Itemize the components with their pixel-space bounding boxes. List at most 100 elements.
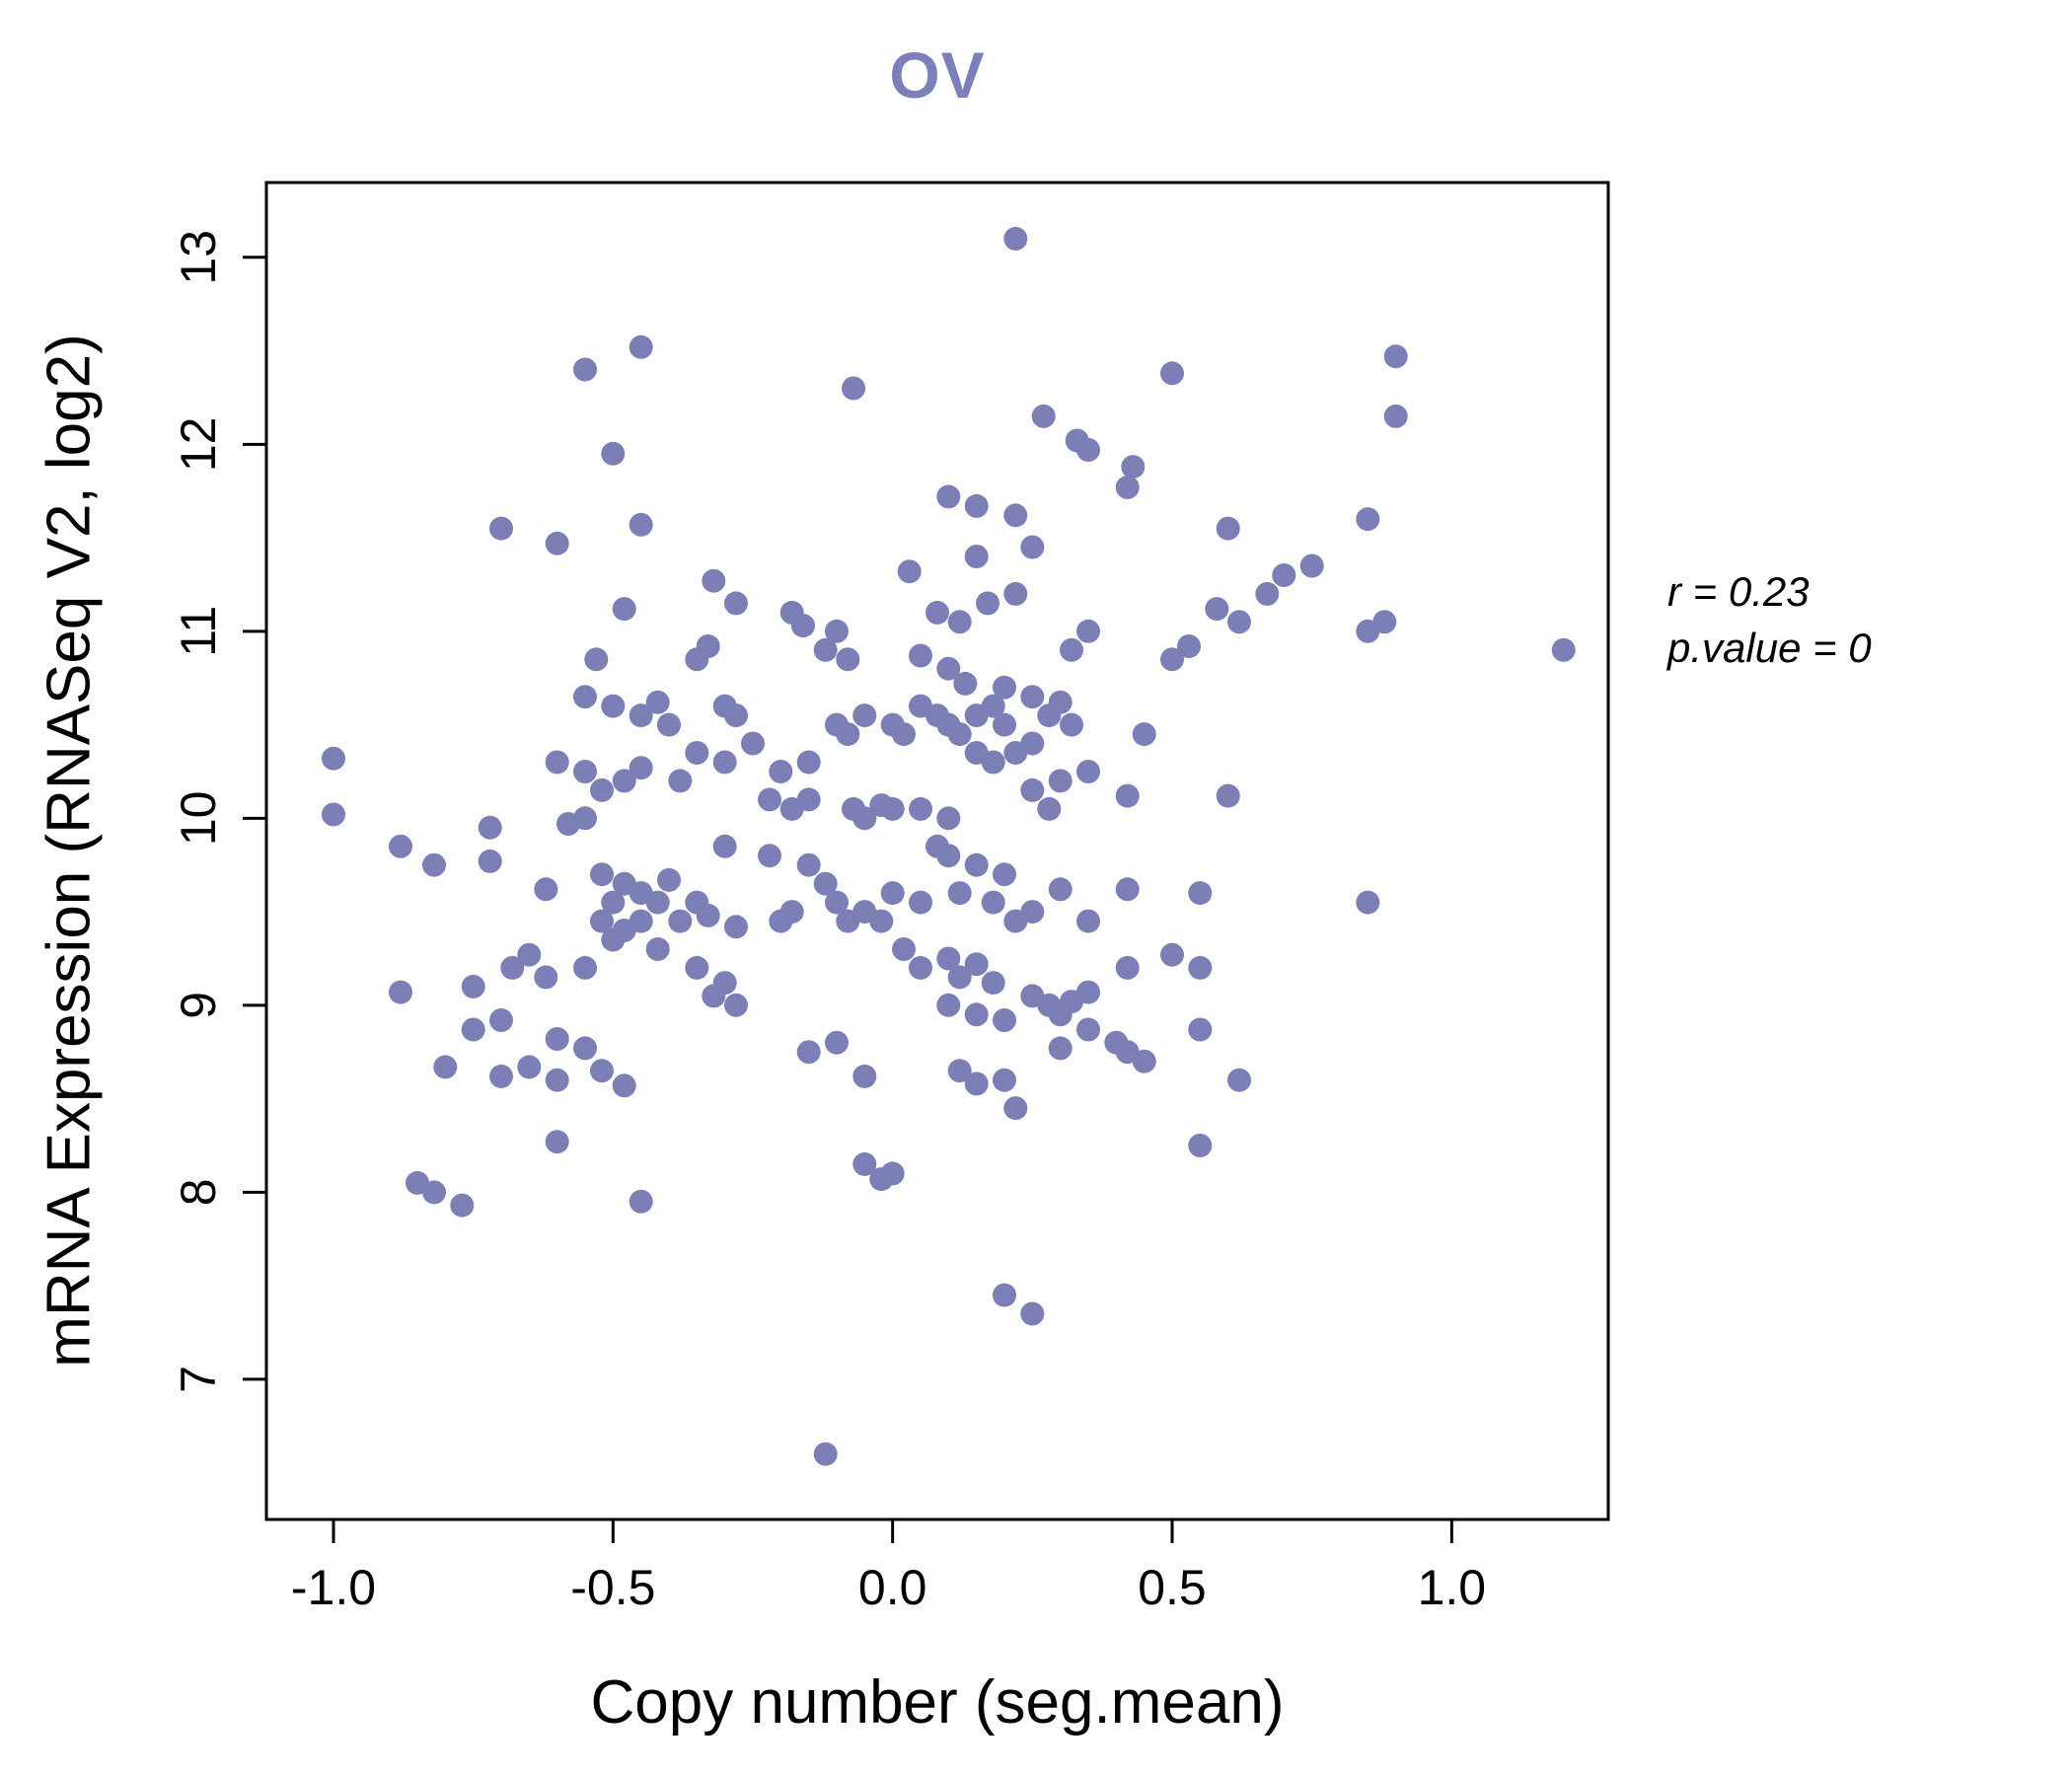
x-tick-label: -0.5: [570, 1560, 655, 1615]
scatter-point: [1227, 610, 1251, 634]
scatter-point: [852, 1151, 877, 1176]
scatter-point: [953, 671, 978, 696]
scatter-point: [1356, 507, 1380, 532]
scatter-point: [601, 694, 626, 718]
scatter-point: [545, 1068, 569, 1092]
scatter-point: [947, 965, 972, 990]
scatter-point: [880, 881, 905, 906]
scatter-point: [584, 647, 609, 672]
scatter-point: [389, 834, 412, 858]
scatter-point: [629, 909, 653, 933]
scatter-point: [1048, 1036, 1073, 1061]
scatter-point: [545, 750, 569, 775]
y-tick-label: 7: [171, 1366, 226, 1393]
stats-annotation: r = 0.23 p.value = 0: [1667, 564, 1872, 676]
scatter-point: [813, 637, 838, 662]
y-tick-label: 10: [171, 791, 226, 847]
scatter-point: [1076, 909, 1100, 933]
scatter-point: [1048, 877, 1073, 902]
scatter-point: [947, 610, 972, 634]
scatter-point: [1115, 475, 1140, 499]
scatter-point: [573, 760, 597, 783]
scatter-point: [1121, 455, 1146, 480]
x-axis-title: Copy number (seg.mean): [590, 1668, 1285, 1737]
scatter-point: [981, 694, 1005, 718]
scatter-point: [668, 909, 693, 933]
scatter-point: [450, 1193, 475, 1218]
scatter-point: [1003, 503, 1028, 528]
scatter-point: [657, 712, 681, 737]
y-tick-label: 13: [171, 230, 226, 285]
scatter-point: [796, 1040, 821, 1065]
scatter-point: [1076, 760, 1100, 783]
scatter-point: [1188, 1134, 1213, 1157]
scatter-point: [1076, 980, 1100, 1004]
scatter-point: [1160, 361, 1184, 386]
scatter-point: [422, 852, 446, 877]
y-axis-title: mRNA Expression (RNASeq V2, log2): [35, 333, 104, 1368]
scatter-point: [685, 955, 709, 980]
scatter-point: [1003, 581, 1028, 606]
scatter-point: [1216, 783, 1240, 808]
scatter-point: [1076, 619, 1100, 643]
scatter-point: [892, 937, 916, 961]
scatter-point: [1227, 1068, 1251, 1092]
scatter-point: [947, 1059, 972, 1083]
y-tick-label: 12: [171, 417, 226, 473]
x-tick-label: 1.0: [1418, 1560, 1487, 1615]
scatter-point: [573, 685, 597, 709]
scatter-point: [1188, 955, 1213, 980]
scatter-plot-svg: -1.0 -0.5 0.0 0.5 1.0 7 8 9 10 11 12 13: [171, 181, 1610, 1615]
scatter-point: [1383, 344, 1408, 369]
scatter-point: [601, 927, 626, 952]
scatter-point: [724, 993, 748, 1017]
scatter-point: [702, 568, 726, 593]
scatter-point: [389, 980, 412, 1004]
scatter-point: [1132, 1049, 1156, 1073]
scatter-point: [629, 512, 653, 537]
x-tick-label: -1.0: [291, 1560, 376, 1615]
scatter-point: [936, 806, 961, 831]
scatter-point: [573, 357, 597, 382]
scatter-point: [590, 862, 614, 887]
scatter-point: [517, 942, 542, 967]
scatter-point: [724, 591, 748, 616]
scatter-point: [947, 722, 972, 747]
scatter-point: [993, 1283, 1016, 1307]
scatter-point: [779, 796, 804, 821]
scatter-point: [947, 881, 972, 906]
scatter-point: [629, 703, 653, 728]
scatter-point: [936, 946, 961, 971]
scatter-point: [964, 493, 989, 518]
scatter-point: [573, 955, 597, 980]
scatter-point: [612, 769, 636, 793]
scatter-point: [936, 656, 961, 681]
scatter-point: [779, 900, 804, 925]
scatter-point: [964, 1072, 989, 1096]
scatter-point: [1031, 404, 1056, 428]
scatter-point: [842, 796, 865, 821]
scatter-point: [422, 1180, 446, 1205]
scatter-point: [629, 1189, 653, 1214]
scatter-point: [993, 712, 1016, 737]
x-tick-label: 0.0: [858, 1560, 927, 1615]
scatter-point: [1048, 1002, 1073, 1027]
x-tick-label: 0.5: [1138, 1560, 1207, 1615]
scatter-point: [869, 909, 894, 933]
plot-area: -1.0 -0.5 0.0 0.5 1.0 7 8 9 10 11 12 13: [171, 181, 1610, 1615]
scatter-point: [612, 597, 636, 622]
scatter-point: [993, 1008, 1016, 1032]
plot-border: [264, 181, 1610, 1521]
scatter-point: [964, 852, 989, 877]
scatter-point: [612, 1073, 636, 1098]
scatter-point: [590, 777, 614, 802]
scatter-point: [645, 690, 670, 714]
scatter-point: [601, 441, 626, 466]
scatter-point: [433, 1055, 458, 1079]
scatter-point: [769, 760, 793, 783]
scatter-point: [836, 647, 860, 672]
scatter-point: [1020, 731, 1045, 756]
scatter-point: [1020, 685, 1045, 709]
scatter-point: [1060, 637, 1083, 662]
scatter-point: [629, 756, 653, 780]
